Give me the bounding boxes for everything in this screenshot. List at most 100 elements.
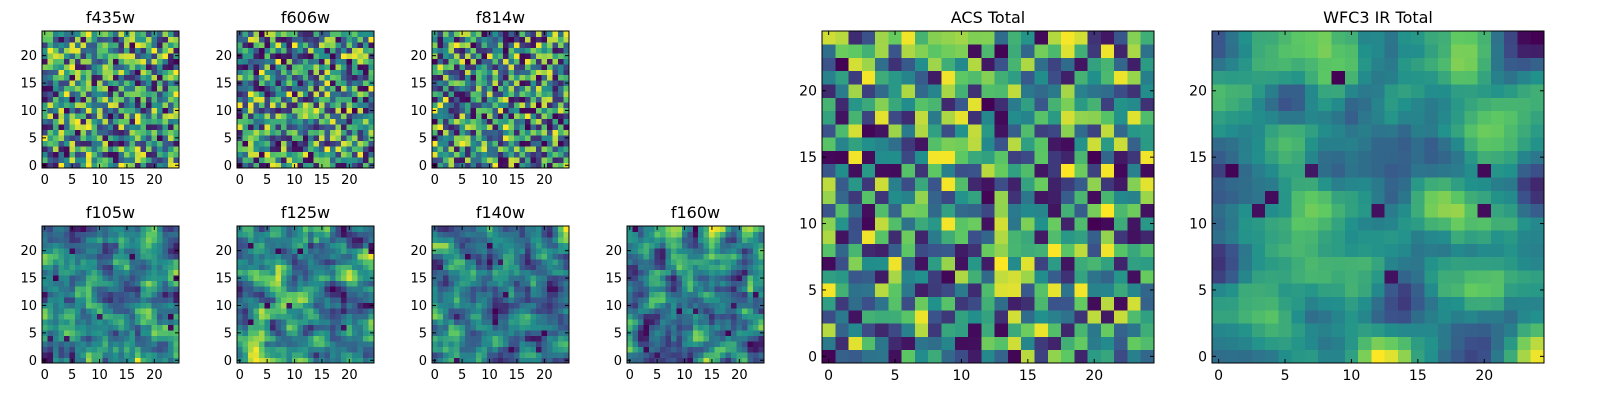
heatmap-cell [552, 69, 559, 76]
heatmap-cell [335, 107, 342, 114]
heatmap-cell [464, 41, 471, 48]
heatmap-cell [659, 280, 666, 287]
heatmap-cell [486, 253, 493, 260]
heatmap-cell [135, 47, 142, 54]
heatmap-cell [464, 146, 471, 152]
heatmap-cell [302, 129, 309, 136]
heatmap-cell [1087, 203, 1102, 218]
heatmap-cell [648, 258, 655, 265]
heatmap-cell [85, 226, 92, 232]
heatmap-cell [368, 231, 375, 238]
heatmap-cell [135, 253, 142, 260]
heatmap-cell [157, 52, 163, 59]
heatmap-cell [269, 226, 276, 232]
heatmap-cell [1007, 270, 1022, 284]
heatmap-cell [146, 291, 152, 298]
heatmap-cell [286, 269, 293, 276]
heatmap-cell [459, 308, 466, 315]
heatmap-cell [253, 102, 260, 109]
heatmap-cell [269, 275, 276, 282]
heatmap-cell [654, 258, 661, 265]
heatmap-cell [168, 31, 174, 37]
heatmap-cell [118, 146, 125, 152]
heatmap-cell [52, 264, 59, 271]
heatmap-cell [91, 113, 98, 120]
heatmap-cell [63, 85, 70, 92]
heatmap-cell [275, 140, 282, 147]
heatmap-cell [670, 352, 677, 358]
heatmap-cell [242, 102, 249, 109]
heatmap-cell [280, 341, 287, 347]
heatmap-cell [63, 124, 70, 131]
heatmap-cell [536, 247, 542, 254]
heatmap-cell [74, 242, 81, 249]
heatmap-cell [725, 269, 732, 276]
heatmap-cell [140, 308, 147, 315]
heatmap-cell [135, 291, 142, 298]
heatmap-cell [264, 236, 271, 243]
heatmap-cell [264, 324, 271, 331]
heatmap-cell [264, 269, 271, 276]
heatmap-cell [475, 129, 482, 136]
heatmap-cell [352, 69, 358, 76]
heatmap-cell [302, 236, 309, 243]
heatmap-cell [52, 146, 59, 152]
heatmap-cell [124, 258, 131, 265]
heatmap-cell [687, 231, 694, 238]
heatmap-cell [151, 91, 158, 98]
heatmap-cell [319, 107, 326, 114]
heatmap-cell [308, 118, 315, 125]
heatmap-cell [242, 308, 249, 315]
heatmap-cell [357, 258, 364, 265]
heatmap-cell [736, 286, 743, 293]
heatmap-cell [547, 297, 553, 304]
heatmap-cell [330, 91, 337, 98]
heatmap-cell [330, 162, 337, 169]
heatmap-cell [85, 91, 92, 98]
heatmap-cell [275, 352, 282, 358]
heatmap-cell [536, 113, 542, 120]
heatmap-cell [637, 291, 644, 298]
heatmap-cell [470, 96, 477, 103]
heatmap-cell [253, 118, 260, 125]
heatmap-cell [968, 203, 982, 218]
heatmap-cell [80, 52, 87, 59]
heatmap-cell [692, 280, 699, 287]
heatmap-cell [113, 253, 120, 260]
heatmap-cell [822, 296, 836, 311]
heatmap-cell [459, 258, 466, 265]
heatmap-cell [146, 253, 152, 260]
heatmap-cell [541, 253, 548, 260]
heatmap-cell [497, 107, 504, 114]
heatmap-cell [297, 151, 304, 158]
heatmap-cell [313, 41, 320, 48]
heatmap-cell [519, 41, 526, 48]
heatmap-cell [91, 74, 98, 81]
heatmap-cell [848, 323, 863, 337]
heatmap-cell [437, 242, 444, 249]
heatmap-cell [85, 247, 92, 254]
heatmap-cell [525, 242, 532, 249]
heatmap-cell [352, 47, 358, 54]
heatmap-cell [659, 313, 666, 320]
heatmap-cell [654, 308, 661, 315]
heatmap-cell [308, 58, 315, 65]
heatmap-cell [135, 118, 142, 125]
heatmap-cell [129, 157, 136, 163]
heatmap-cell [525, 69, 532, 76]
heatmap-cell [264, 118, 271, 125]
heatmap-cell [442, 297, 449, 304]
heatmap-cell [47, 319, 54, 326]
heatmap-cell [888, 349, 903, 364]
heatmap-cell [687, 242, 694, 249]
heatmap-cell [514, 335, 521, 342]
y-tick-label: 0 [29, 159, 37, 174]
heatmap-cell [118, 52, 125, 59]
heatmap-cell [547, 264, 553, 271]
heatmap-cell [525, 41, 532, 48]
heatmap-cell [363, 335, 369, 342]
heatmap-cell [341, 47, 347, 54]
heatmap-cell [269, 302, 276, 309]
heatmap-cell [643, 324, 650, 331]
heatmap-cell [432, 113, 438, 120]
